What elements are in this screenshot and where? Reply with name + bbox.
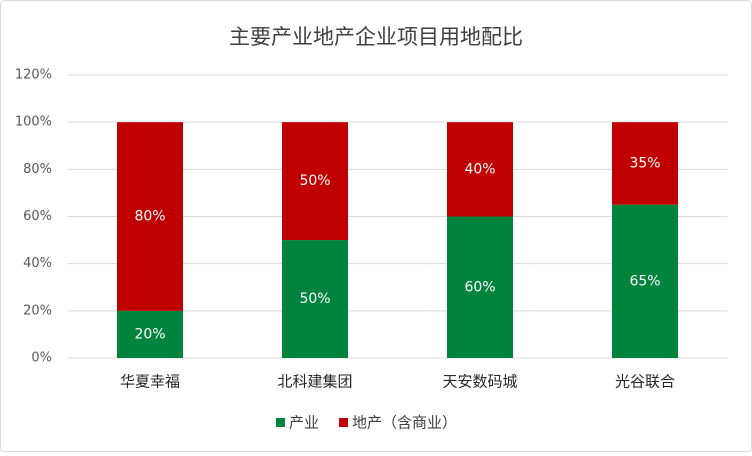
legend-label: 产业: [289, 414, 319, 432]
x-tick-label: 天安数码城: [442, 373, 517, 391]
bar-segment: [117, 310, 183, 358]
x-tick-label: 北科建集团: [277, 373, 352, 391]
data-label: 60%: [464, 279, 495, 295]
legend-swatch: [339, 418, 349, 427]
legend-swatch: [276, 418, 285, 427]
data-label: 40%: [464, 161, 495, 177]
data-label: 65%: [629, 273, 660, 289]
y-tick-label: 40%: [23, 256, 52, 271]
bar-segment: [612, 204, 678, 358]
bar-segment: [447, 122, 513, 217]
y-tick-label: 120%: [15, 68, 52, 83]
bar-segment: [282, 240, 348, 358]
bar-segment: [117, 122, 183, 311]
chart-title: 主要产业地产企业项目用地配比: [229, 25, 523, 49]
data-label: 35%: [629, 155, 660, 171]
data-label: 50%: [299, 291, 330, 307]
data-label: 80%: [134, 209, 165, 225]
legend-label: 地产（含商业）: [352, 414, 457, 432]
y-tick-label: 20%: [23, 303, 52, 318]
x-tick-label: 华夏幸福: [120, 373, 180, 391]
x-tick-label: 光谷联合: [615, 373, 675, 391]
bar-segment: [447, 216, 513, 358]
data-label: 20%: [134, 326, 165, 342]
bar-segment: [612, 122, 678, 205]
y-tick-label: 60%: [23, 209, 52, 224]
bar-segment: [282, 122, 348, 241]
y-tick-label: 0%: [31, 351, 52, 366]
data-label: 50%: [299, 173, 330, 189]
y-tick-label: 100%: [15, 115, 52, 130]
y-tick-label: 80%: [23, 162, 52, 177]
